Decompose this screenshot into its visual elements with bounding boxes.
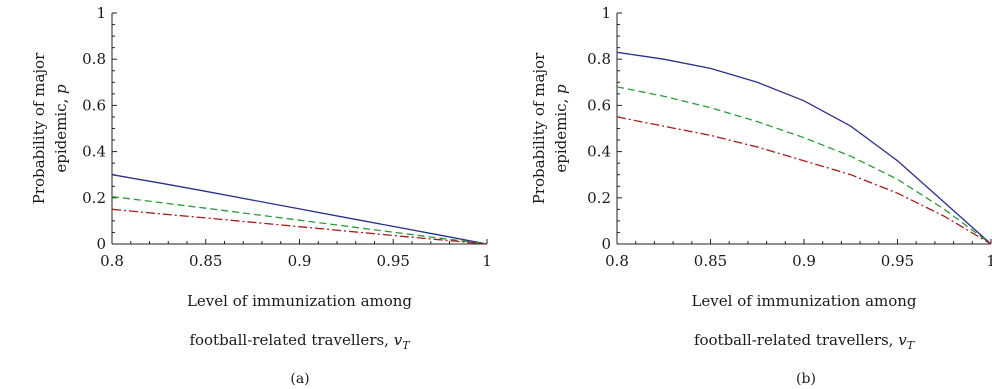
series-line-3 — [616, 116, 992, 245]
y-tick-label: 0.4 — [82, 143, 106, 161]
y-tick-label: 1 — [96, 4, 106, 22]
y-tick-label: 1 — [601, 4, 611, 22]
y-tick-label: 0.8 — [587, 50, 611, 68]
chart-panel-2: 0 0.2 0.4 0.6 0.8 1 0.8 0.85 0.9 0.95 1 Probability… — [530, 4, 992, 387]
series-line-1 — [111, 174, 488, 245]
x-tick-label: 0.8 — [100, 252, 124, 270]
y-tick-label: 0.6 — [82, 96, 106, 114]
y-tick-label: 0 — [601, 235, 611, 253]
panel-label: (b) — [796, 371, 816, 387]
y-tick-label: 0 — [96, 235, 106, 253]
x-axis-label-line1: Level of immunization among — [187, 292, 412, 310]
x-axis-subscript: T — [907, 339, 916, 352]
x-tick-label: 0.95 — [881, 252, 914, 270]
series-line-1 — [616, 51, 992, 245]
y-axis-label: Probability of major epidemic, p — [530, 52, 570, 204]
x-axis-symbol: v — [898, 331, 907, 349]
y-tick-label: 0.2 — [82, 189, 106, 207]
chart-panel-1: 0 0.2 0.4 0.6 0.8 1 0.8 0.85 0.9 0.95 1 Probability… — [30, 4, 492, 387]
x-axis-label-line1: Level of immunization among — [691, 292, 916, 310]
y-axis-symbol: p — [552, 84, 570, 94]
x-axis-label-line2: football-related travellers, vT — [694, 331, 916, 352]
x-tick-label: 0.9 — [288, 252, 312, 270]
panel-label: (a) — [290, 371, 309, 387]
y-axis-label-line2: epidemic, — [552, 94, 570, 173]
series-line-2 — [616, 86, 992, 245]
x-tick-label: 0.9 — [792, 252, 816, 270]
x-tick-label: 0.85 — [694, 252, 727, 270]
y-tick-label: 0.4 — [587, 143, 611, 161]
y-axis-label-line2: epidemic, — [52, 94, 70, 173]
x-axis-label-text: football-related travellers, — [189, 331, 393, 349]
x-tick-label: 1 — [986, 252, 992, 270]
x-tick-label: 0.85 — [189, 252, 222, 270]
x-tick-label: 0.8 — [605, 252, 629, 270]
x-axis-subscript: T — [402, 339, 411, 352]
y-axis-symbol: p — [52, 84, 70, 94]
x-tick-label: 0.95 — [377, 252, 410, 270]
y-axis-label-line1: Probability of major — [30, 52, 48, 204]
series-line-2 — [111, 195, 488, 245]
y-axis-label-line1: Probability of major — [530, 52, 548, 204]
x-axis-label-line2: football-related travellers, vT — [189, 331, 411, 352]
x-axis-symbol: v — [394, 331, 403, 349]
x-tick-label: 1 — [482, 252, 492, 270]
y-tick-label: 0.2 — [587, 189, 611, 207]
y-axis-label: Probability of major epidemic, p — [30, 52, 70, 204]
x-axis-label-text: football-related travellers, — [694, 331, 898, 349]
series-line-3 — [111, 208, 488, 245]
y-tick-label: 0.8 — [82, 50, 106, 68]
y-tick-label: 0.6 — [587, 96, 611, 114]
